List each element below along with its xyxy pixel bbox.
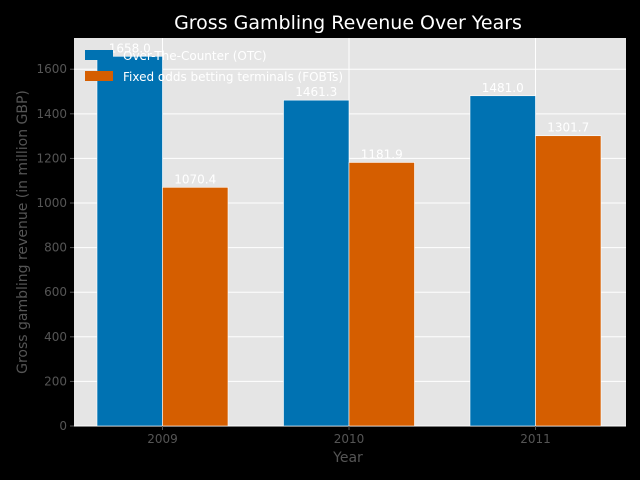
bar-otc-2009 (96, 55, 163, 427)
data-label-otc-2011: 1481.0 (482, 81, 524, 95)
y-tick-label-5: 1000 (36, 196, 67, 210)
legend-swatch-fobts (85, 71, 113, 81)
bar-fobts-2009 (162, 187, 229, 427)
y-tick-label-8: 1600 (36, 62, 67, 76)
y-tick-label-4: 800 (44, 241, 67, 255)
data-label-otc-2009: 1658.0 (109, 41, 151, 55)
legend-swatch-otc (85, 50, 113, 60)
x-tick-label-2011: 2011 (520, 432, 551, 446)
y-tick-label-3: 600 (44, 285, 67, 299)
bar-fobts-2010 (348, 162, 415, 427)
x-tick-label-2010: 2010 (334, 432, 365, 446)
y-tick-label-6: 1200 (36, 151, 67, 165)
bars (96, 55, 602, 427)
y-axis-ticks: 0 200 400 600 800 1000 1200 1400 1600 (36, 62, 74, 433)
chart-title: Gross Gambling Revenue Over Years (174, 12, 522, 34)
y-tick-label-1: 200 (44, 374, 67, 388)
bar-otc-2010 (283, 99, 350, 427)
legend: Over-The-Counter (OTC) Fixed odds bettin… (85, 49, 343, 84)
data-label-fobts-2009: 1070.4 (174, 172, 216, 186)
x-axis-ticks: 2009 2010 2011 (147, 426, 551, 446)
y-tick-label-0: 0 (59, 419, 67, 433)
legend-label-otc: Over-The-Counter (OTC) (123, 49, 267, 63)
bar-fobts-2011 (535, 135, 602, 427)
bar-otc-2011 (469, 95, 536, 427)
data-label-fobts-2011: 1301.7 (547, 121, 589, 135)
legend-label-fobts: Fixed odds betting terminals (FOBTs) (123, 70, 343, 84)
x-tick-label-2009: 2009 (147, 432, 178, 446)
data-labels: 1658.0 1461.3 1481.0 1070.4 1181.9 1301.7 (109, 41, 590, 186)
y-tick-label-7: 1400 (36, 107, 67, 121)
y-axis-label: Gross gambling revenue (in million GBP) (15, 90, 31, 374)
x-axis-label: Year (332, 450, 363, 466)
data-label-otc-2010: 1461.3 (295, 85, 337, 99)
y-tick-label-2: 400 (44, 330, 67, 344)
data-label-fobts-2010: 1181.9 (361, 147, 403, 161)
